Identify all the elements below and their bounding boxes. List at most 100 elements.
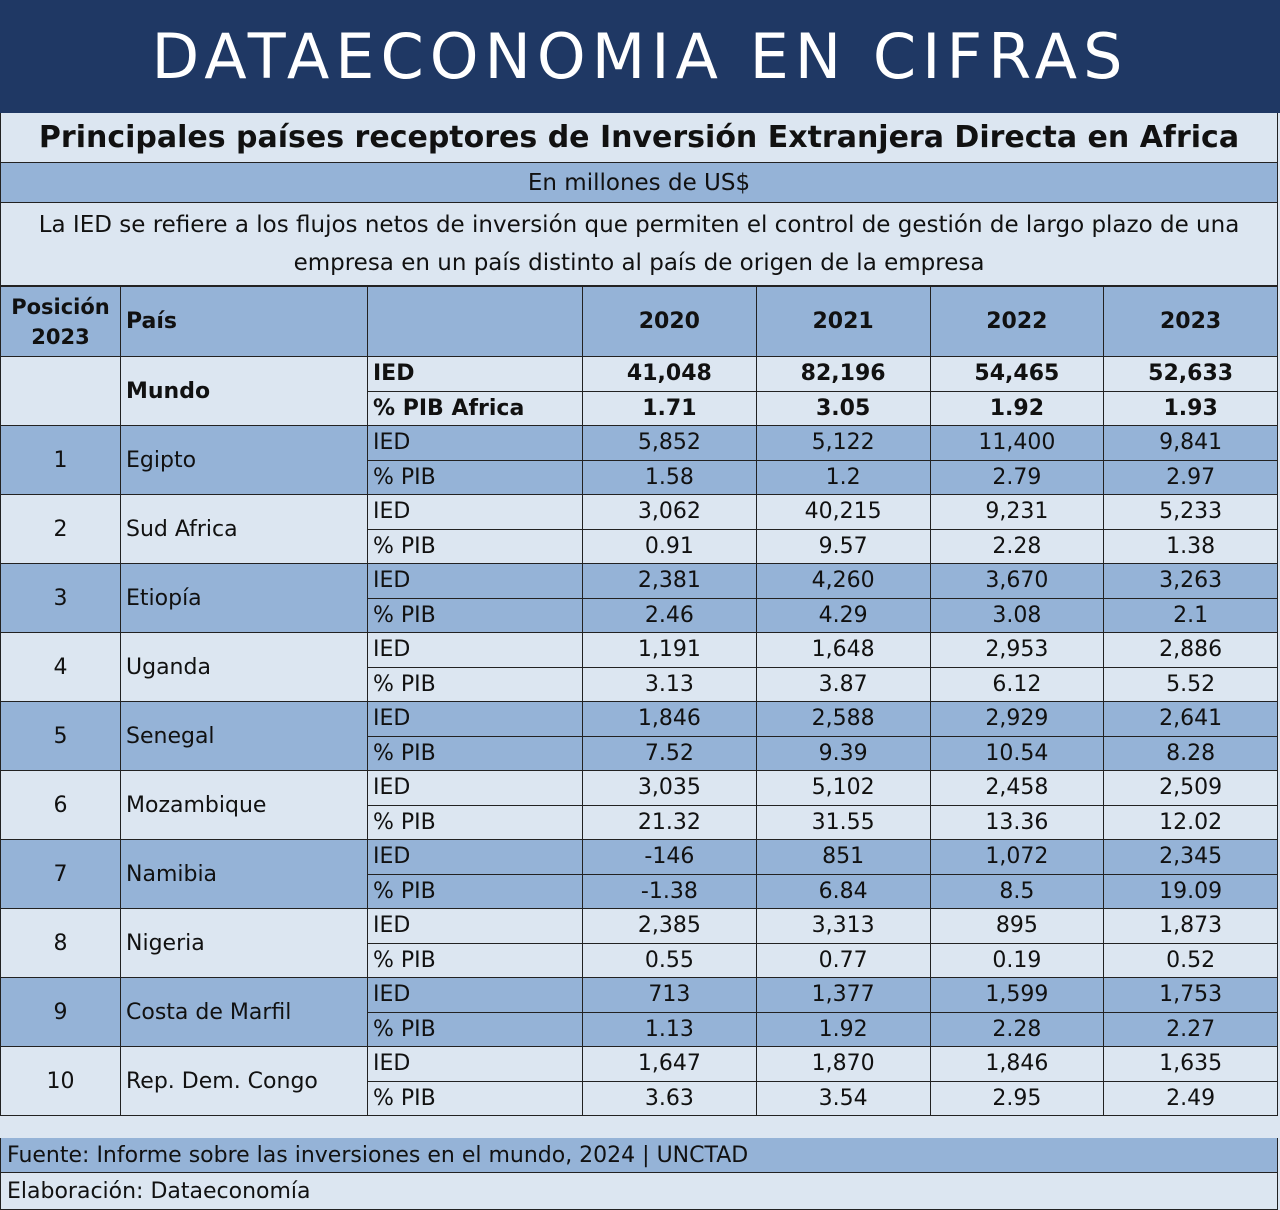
table-row: % PIB 21.32 31.55 13.36 12.02 bbox=[1, 804, 1278, 840]
table-body: Mundo IED 41,048 82,196 54,465 52,633 % … bbox=[0, 356, 1278, 1116]
header-metric bbox=[367, 286, 583, 357]
world-name: Mundo bbox=[120, 356, 368, 426]
pib-value-cell: 1.38 bbox=[1103, 528, 1278, 564]
pib-value-cell: 1.13 bbox=[582, 1011, 757, 1047]
pib-label-cell: % PIB bbox=[367, 735, 583, 771]
pib-value-cell: 9.39 bbox=[755, 735, 931, 771]
source-note: Fuente: Informe sobre las inversiones en… bbox=[0, 1138, 1278, 1173]
table-row: 3 Etiopía IED 2,381 4,260 3,670 3,263 bbox=[0, 563, 1278, 633]
ied-value-cell: 1,648 bbox=[755, 632, 931, 668]
world-pib-2022: 1.92 bbox=[929, 390, 1105, 426]
pib-value-cell: 3.08 bbox=[929, 597, 1105, 633]
pib-value-cell: 2.1 bbox=[1103, 597, 1278, 633]
pib-value-cell: 3.87 bbox=[755, 666, 931, 702]
rank-cell: 9 bbox=[0, 977, 121, 1047]
pib-value-cell: 3.13 bbox=[582, 666, 757, 702]
table-row: 5 Senegal IED 1,846 2,588 2,929 2,641 bbox=[0, 701, 1278, 771]
ied-value-cell: 5,102 bbox=[755, 770, 931, 806]
ied-value-cell: 2,886 bbox=[1103, 632, 1278, 668]
ied-value-cell: 2,953 bbox=[929, 632, 1105, 668]
ied-value-cell: 2,345 bbox=[1103, 839, 1278, 875]
pib-label-cell: % PIB bbox=[367, 666, 583, 702]
fdi-table: Posición 2023 País 2020 2021 2022 2023 M… bbox=[0, 286, 1278, 1116]
ied-value-cell: 1,599 bbox=[929, 977, 1105, 1013]
ied-value-cell: 2,588 bbox=[755, 701, 931, 737]
pib-label-cell: % PIB bbox=[367, 528, 583, 564]
pib-value-cell: -1.38 bbox=[582, 873, 757, 909]
table-row: % PIB 3.63 3.54 2.95 2.49 bbox=[1, 1080, 1278, 1116]
pib-value-cell: 2.95 bbox=[929, 1080, 1105, 1116]
header-row: Posición 2023 País 2020 2021 2022 2023 bbox=[0, 286, 1278, 357]
country-cell: Uganda bbox=[120, 632, 368, 702]
pib-value-cell: 4.29 bbox=[755, 597, 931, 633]
pib-value-cell: 2.28 bbox=[929, 528, 1105, 564]
ied-value-cell: 5,852 bbox=[582, 425, 757, 461]
ied-value-cell: 2,509 bbox=[1103, 770, 1278, 806]
country-cell: Sud Africa bbox=[120, 494, 368, 564]
ied-value-cell: 1,753 bbox=[1103, 977, 1278, 1013]
table-title: Principales países receptores de Inversi… bbox=[0, 113, 1278, 163]
table-row: 4 Uganda IED 1,191 1,648 2,953 2,886 bbox=[0, 632, 1278, 702]
pib-value-cell: 9.57 bbox=[755, 528, 931, 564]
rank-cell: 6 bbox=[0, 770, 121, 840]
country-cell: Namibia bbox=[120, 839, 368, 909]
pib-value-cell: 6.84 bbox=[755, 873, 931, 909]
world-ied-2020: 41,048 bbox=[582, 356, 757, 392]
world-ied-2021: 82,196 bbox=[755, 356, 931, 392]
pib-value-cell: 3.63 bbox=[582, 1080, 757, 1116]
ied-value-cell: -146 bbox=[582, 839, 757, 875]
units-note: En millones de US$ bbox=[0, 163, 1278, 203]
ied-value-cell: 1,635 bbox=[1103, 1046, 1278, 1082]
table-row: % PIB 1.58 1.2 2.79 2.97 bbox=[1, 459, 1278, 495]
rank-cell: 4 bbox=[0, 632, 121, 702]
ied-value-cell: 3,263 bbox=[1103, 563, 1278, 599]
pib-value-cell: 0.91 bbox=[582, 528, 757, 564]
table-row: % PIB 2.46 4.29 3.08 2.1 bbox=[1, 597, 1278, 633]
pib-value-cell: 2.49 bbox=[1103, 1080, 1278, 1116]
ied-value-cell: 2,929 bbox=[929, 701, 1105, 737]
table-row: 2 Sud Africa IED 3,062 40,215 9,231 5,233 bbox=[0, 494, 1278, 564]
rank-cell: 3 bbox=[0, 563, 121, 633]
rank-cell: 10 bbox=[0, 1046, 121, 1116]
pib-value-cell: 8.28 bbox=[1103, 735, 1278, 771]
pib-value-cell: 1.2 bbox=[755, 459, 931, 495]
pib-value-cell: 2.28 bbox=[929, 1011, 1105, 1047]
country-cell: Rep. Dem. Congo bbox=[120, 1046, 368, 1116]
description: La IED se refiere a los flujos netos de … bbox=[0, 203, 1278, 286]
header-year-2022: 2022 bbox=[929, 286, 1105, 357]
pib-value-cell: 21.32 bbox=[582, 804, 757, 840]
ied-value-cell: 1,191 bbox=[582, 632, 757, 668]
ied-value-cell: 11,400 bbox=[929, 425, 1105, 461]
ied-value-cell: 2,385 bbox=[582, 908, 757, 944]
world-ied-2022: 54,465 bbox=[929, 356, 1105, 392]
table-row: 7 Namibia IED -146 851 1,072 2,345 bbox=[0, 839, 1278, 909]
world-pib-label: % PIB Africa bbox=[367, 390, 583, 426]
table-row: 10 Rep. Dem. Congo IED 1,647 1,870 1,846 1,635 bbox=[0, 1046, 1278, 1116]
pib-value-cell: 1.92 bbox=[755, 1011, 931, 1047]
ied-value-cell: 3,035 bbox=[582, 770, 757, 806]
pib-value-cell: 0.19 bbox=[929, 942, 1105, 978]
country-cell: Costa de Marfil bbox=[120, 977, 368, 1047]
pib-value-cell: 2.27 bbox=[1103, 1011, 1278, 1047]
world-pib-2023: 1.93 bbox=[1103, 390, 1278, 426]
country-cell: Egipto bbox=[120, 425, 368, 495]
credit-note: Elaboración: Dataeconomía bbox=[0, 1173, 1278, 1210]
rank-cell: 7 bbox=[0, 839, 121, 909]
table-row: % PIB 1.13 1.92 2.28 2.27 bbox=[1, 1011, 1278, 1047]
ied-value-cell: 1,870 bbox=[755, 1046, 931, 1082]
pib-value-cell: 12.02 bbox=[1103, 804, 1278, 840]
ied-value-cell: 9,841 bbox=[1103, 425, 1278, 461]
pib-value-cell: 19.09 bbox=[1103, 873, 1278, 909]
ied-value-cell: 1,647 bbox=[582, 1046, 757, 1082]
world-pib-row: % PIB Africa 1.71 3.05 1.92 1.93 bbox=[1, 390, 1278, 426]
ied-label-cell: IED bbox=[367, 908, 583, 944]
ied-value-cell: 1,846 bbox=[582, 701, 757, 737]
ied-value-cell: 2,381 bbox=[582, 563, 757, 599]
banner-title: DATAECONOMIA EN CIFRAS bbox=[0, 0, 1280, 113]
pib-value-cell: 5.52 bbox=[1103, 666, 1278, 702]
ied-label-cell: IED bbox=[367, 1046, 583, 1082]
table-row: 8 Nigeria IED 2,385 3,313 895 1,873 bbox=[0, 908, 1278, 978]
country-cell: Mozambique bbox=[120, 770, 368, 840]
table-row: 9 Costa de Marfil IED 713 1,377 1,599 1,753 bbox=[0, 977, 1278, 1047]
